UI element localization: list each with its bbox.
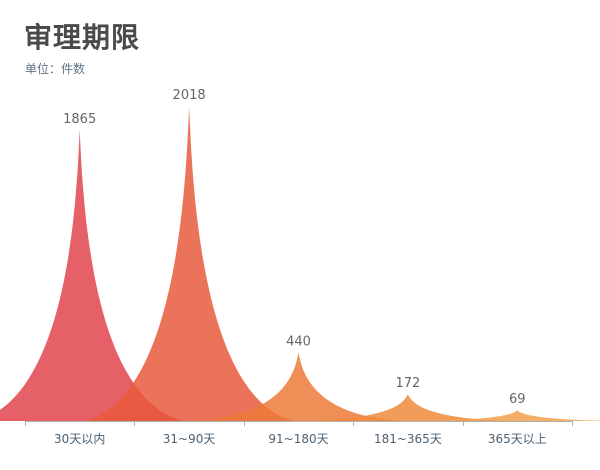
x-tick-label-4: 181~365天	[374, 432, 442, 446]
x-tick-label-3: 91~180天	[268, 432, 328, 446]
value-label-3: 440	[286, 334, 311, 349]
value-label-4: 172	[395, 376, 420, 391]
value-label-1: 1865	[63, 112, 96, 127]
x-tick-label-5: 365天以上	[488, 432, 547, 446]
x-tick-label-2: 31~90天	[163, 432, 216, 446]
value-label-5: 69	[509, 392, 526, 407]
value-label-2: 2018	[173, 88, 206, 103]
x-tick-label-1: 30天以内	[54, 432, 105, 446]
